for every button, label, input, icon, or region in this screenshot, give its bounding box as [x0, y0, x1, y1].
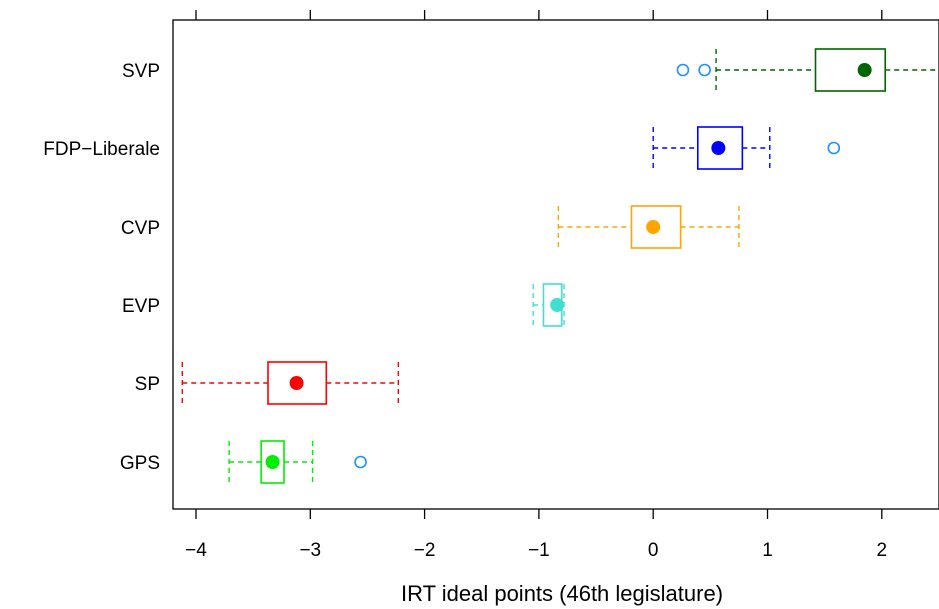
boxes-layer	[181, 48, 939, 484]
category-label: CVP	[121, 218, 160, 239]
x-tick-label: 1	[762, 540, 773, 561]
box-group	[181, 361, 400, 405]
box-group	[532, 283, 565, 327]
x-tick-label: 2	[877, 540, 888, 561]
box-group	[228, 440, 367, 484]
outlier-point	[827, 141, 841, 155]
iqr-box	[260, 440, 285, 484]
median-point	[711, 141, 726, 155]
plot-frame	[172, 19, 939, 510]
median-point	[646, 220, 661, 234]
median-point	[289, 376, 304, 390]
category-label: GPS	[120, 453, 160, 474]
median-point	[857, 63, 872, 77]
median-point	[550, 298, 565, 312]
category-label: EVP	[122, 296, 160, 317]
median-point	[265, 455, 280, 469]
category-label: FDP−Liberale	[43, 139, 160, 160]
iqr-box	[696, 126, 744, 170]
box-group	[652, 126, 841, 170]
iqr-box	[267, 361, 328, 405]
iqr-box	[630, 205, 682, 249]
x-tick-label: −2	[414, 540, 436, 561]
iqr-box	[814, 48, 887, 92]
outlier-point	[676, 63, 690, 77]
category-label: SVP	[122, 61, 160, 82]
x-axis-title: IRT ideal points (46th legislature)	[401, 581, 723, 606]
x-tick-label: −1	[528, 540, 550, 561]
x-tick-label: −3	[299, 540, 321, 561]
y-axis-category-labels: SVP FDP−Liberale CVP EVP SP GPS	[43, 61, 160, 474]
x-tick-label: −4	[185, 540, 207, 561]
box-group	[557, 205, 740, 249]
top-axis-ticks	[195, 10, 883, 20]
outlier-point	[354, 455, 367, 469]
category-label: SP	[135, 374, 160, 395]
outlier-point	[698, 63, 711, 77]
x-tick-label: 0	[648, 540, 659, 561]
x-axis: −4 −3 −2 −1 0 1 2	[185, 509, 887, 561]
box-group	[676, 48, 939, 92]
